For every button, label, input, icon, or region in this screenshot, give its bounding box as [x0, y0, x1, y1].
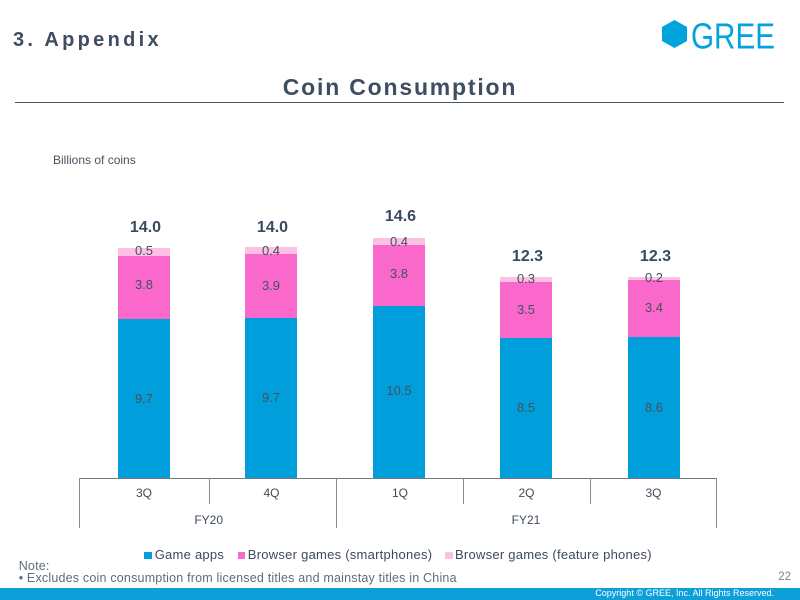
svg-text:GREE: GREE — [691, 17, 775, 53]
